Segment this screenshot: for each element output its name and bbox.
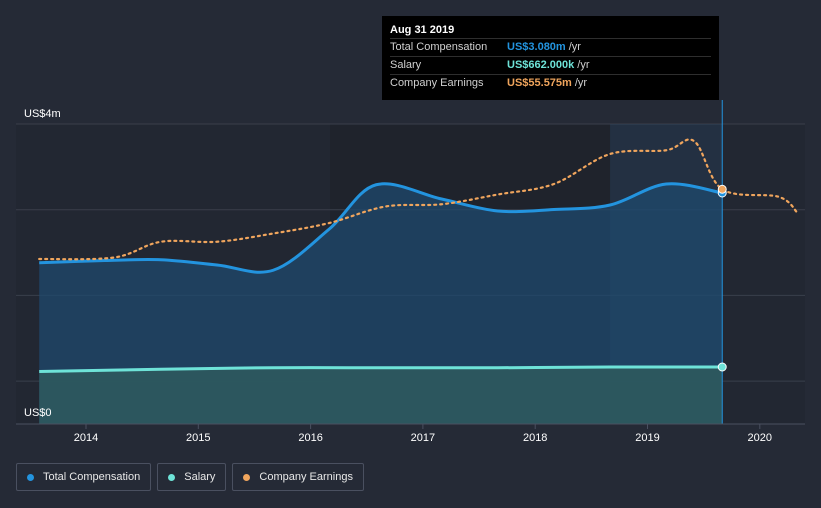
x-tick-label: 2017	[411, 432, 435, 444]
tooltip-unit: /yr	[574, 77, 588, 89]
series-line-company-earnings	[38, 138, 799, 261]
tooltip-value: US$3.080m	[507, 41, 566, 53]
legend-label: Salary	[184, 471, 216, 483]
x-axis-ticks: 2014 2015 2016 2017 2018 2019 2020	[74, 424, 772, 444]
legend: Total Compensation Salary Company Earnin…	[16, 463, 364, 491]
x-tick-label: 2014	[74, 432, 98, 444]
hover-markers	[717, 184, 727, 372]
legend-item-company-earnings[interactable]: Company Earnings	[232, 463, 364, 491]
tooltip-label: Total Compensation	[390, 41, 488, 53]
tooltip-row-salary: Salary US$662.000k /yr	[390, 56, 711, 74]
legend-dot-icon	[27, 473, 34, 481]
legend-item-total-compensation[interactable]: Total Compensation	[16, 463, 152, 491]
x-tick-label: 2020	[748, 432, 772, 444]
x-tick-label: 2018	[523, 432, 547, 444]
series-line-salary	[39, 365, 723, 373]
legend-item-salary[interactable]: Salary	[157, 463, 227, 491]
tooltip-unit: /yr	[568, 41, 581, 53]
tooltip: Aug 31 2019 Total Compensation US$3.080m…	[382, 16, 719, 100]
y-tick-label-bottom: US$0	[24, 407, 52, 419]
tooltip-row-earnings: Company Earnings US$55.575m /yr	[390, 74, 711, 92]
tooltip-label: Salary	[390, 59, 422, 71]
tooltip-value: US$662.000k	[507, 59, 575, 71]
x-tick-label: 2015	[186, 432, 210, 444]
legend-dot-icon	[243, 473, 251, 481]
y-tick-label-top: US$4m	[24, 108, 61, 120]
legend-dot-icon	[168, 473, 176, 481]
tooltip-value: US$55.575m	[507, 77, 572, 89]
tooltip-label: Company Earnings	[390, 77, 484, 89]
legend-label: Company Earnings	[259, 471, 353, 483]
series-line-total-compensation	[39, 182, 723, 274]
tooltip-unit: /yr	[577, 59, 590, 71]
x-tick-label: 2019	[635, 432, 659, 444]
tooltip-row-total: Total Compensation US$3.080m /yr	[390, 38, 711, 56]
x-tick-label: 2016	[298, 432, 322, 444]
marker-company-earnings	[717, 184, 727, 194]
legend-label: Total Compensation	[43, 471, 141, 483]
area-salary	[39, 366, 723, 424]
marker-salary	[717, 362, 727, 372]
tooltip-date: Aug 31 2019	[390, 24, 455, 36]
series-lines	[38, 138, 799, 373]
area-total-compensation	[39, 183, 723, 424]
series-areas	[39, 183, 723, 424]
